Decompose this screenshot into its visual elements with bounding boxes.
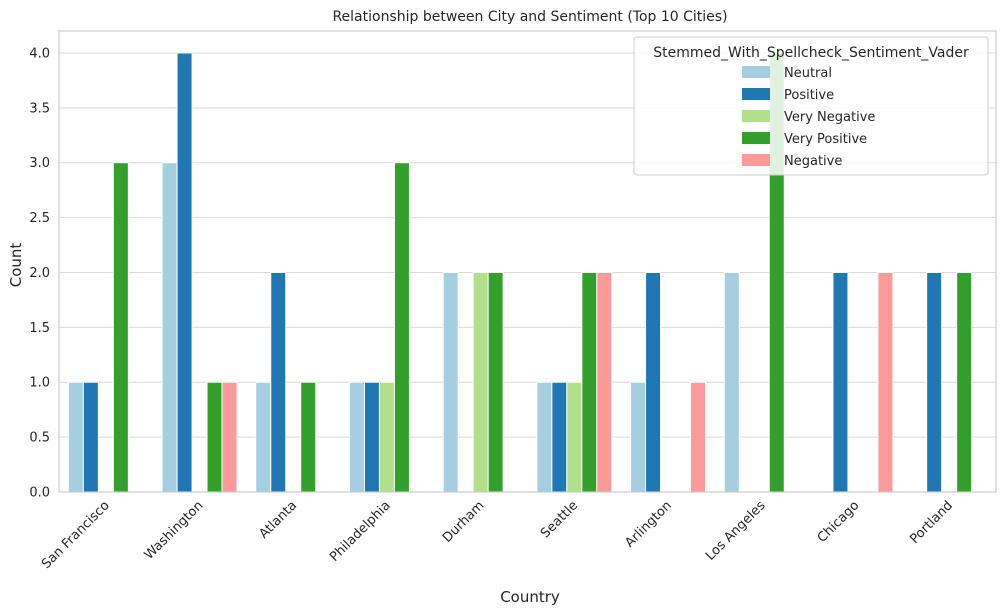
bar-neutral (536, 381, 553, 493)
bar-positive (82, 381, 99, 493)
legend-swatch (742, 110, 770, 122)
x-axis-ticks: San Francisco Washington Atlanta Philadelph… (39, 498, 956, 572)
y-tick-label: 3.0 (29, 156, 50, 171)
legend-swatch (742, 88, 770, 100)
y-axis-ticks: 0.0 0.5 1.0 1.5 2.0 2.5 3.0 3.5 4.0 (29, 46, 50, 500)
y-tick-label: 1.5 (29, 321, 50, 336)
y-tick-label: 2.5 (29, 211, 50, 226)
x-tick-label: Seattle (538, 498, 581, 541)
bar-very-positive (581, 271, 598, 493)
x-tick-label: Portland (907, 498, 956, 547)
bar-negative (877, 271, 894, 493)
bar-negative (596, 271, 613, 493)
x-tick-label: Philadelphia (327, 498, 394, 565)
bar-positive (176, 52, 193, 493)
bar-positive (645, 271, 662, 493)
bar-very-positive (487, 271, 504, 493)
y-tick-label: 0.0 (29, 486, 50, 501)
bar-positive (551, 381, 568, 493)
x-tick-label: Los Angeles (703, 498, 769, 564)
bar-very-negative (566, 381, 583, 493)
bar-very-positive (112, 162, 129, 493)
x-tick-label: Durham (440, 498, 488, 546)
x-tick-label: Arlington (622, 498, 675, 551)
bar-neutral (255, 381, 272, 493)
bar-neutral (723, 271, 740, 493)
bar-neutral (348, 381, 365, 493)
legend-title: Stemmed_With_Spellcheck_Sentiment_Vader (653, 45, 969, 61)
bar-positive (926, 271, 943, 493)
x-axis-title: Country (500, 588, 560, 606)
bar-neutral (161, 162, 178, 493)
legend-swatch (742, 154, 770, 166)
plot-frame (58, 30, 997, 493)
legend-label: Very Positive (784, 132, 867, 147)
bar-positive (832, 271, 849, 493)
legend: Stemmed_With_Spellcheck_Sentiment_Vader N… (633, 36, 989, 176)
bar-neutral (442, 271, 459, 493)
legend-swatch (742, 66, 770, 78)
x-tick-label: San Francisco (39, 498, 113, 572)
x-tick-label: Chicago (815, 498, 863, 546)
bar-very-positive (956, 271, 973, 493)
y-tick-label: 3.5 (29, 101, 50, 116)
chart-title: Relationship between City and Sentiment … (332, 9, 727, 25)
legend-label: Very Negative (784, 110, 875, 125)
bar-very-negative (472, 271, 489, 493)
bar-very-negative (378, 381, 395, 493)
y-tick-label: 2.0 (29, 266, 50, 281)
legend-label: Negative (784, 154, 842, 169)
y-tick-label: 4.0 (29, 46, 50, 61)
bars (67, 52, 973, 493)
bar-neutral (67, 381, 84, 493)
bar-very-positive (393, 162, 410, 493)
legend-label: Positive (784, 88, 834, 103)
legend-swatch (742, 132, 770, 144)
bar-negative (690, 381, 707, 493)
legend-label: Neutral (784, 66, 832, 81)
y-axis-title: Count (7, 243, 25, 288)
y-tick-label: 0.5 (29, 431, 50, 446)
y-tick-label: 1.0 (29, 376, 50, 391)
x-tick-label: Washington (142, 498, 207, 563)
legend-frame (633, 36, 989, 176)
bar-negative (221, 381, 238, 493)
bar-neutral (630, 381, 647, 493)
bar-positive (363, 381, 380, 493)
x-tick-label: Atlanta (256, 498, 300, 542)
bar-very-positive (206, 381, 223, 493)
bar-positive (270, 271, 287, 493)
bar-very-positive (300, 381, 317, 493)
